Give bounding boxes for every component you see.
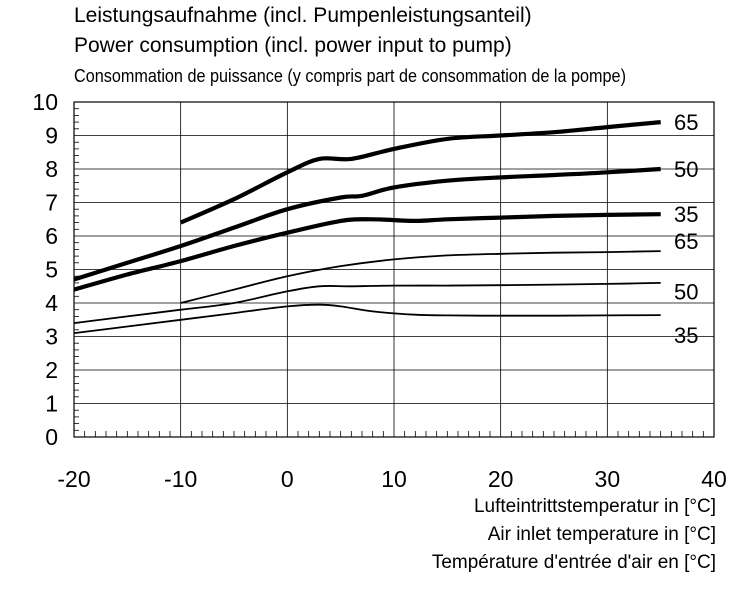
series-label-thin-50: 50 bbox=[674, 279, 698, 304]
series-label-bold-35: 35 bbox=[674, 202, 698, 227]
x-tick-label: -20 bbox=[57, 466, 90, 492]
x-axis-label-de: Lufteintrittstemperatur in [°C] bbox=[473, 496, 716, 517]
y-axis-tick-labels: 0 1 2 3 4 5 6 7 8 9 10 bbox=[32, 89, 58, 450]
chart-title-fr: Consommation de puissance (y compris par… bbox=[74, 66, 626, 86]
y-tick-label: 8 bbox=[45, 156, 58, 182]
y-tick-label: 2 bbox=[45, 357, 58, 383]
series-line-thin-65 bbox=[180, 250, 661, 304]
chart-title-en: Power consumption (incl. power input to … bbox=[74, 34, 512, 57]
x-tick-label: 40 bbox=[701, 466, 727, 492]
chart-title-de: Leistungsaufnahme (incl. Pumpenleistungs… bbox=[74, 4, 532, 27]
x-tick-label: -10 bbox=[164, 466, 197, 492]
series-line-thin-35 bbox=[73, 303, 661, 334]
grid bbox=[73, 101, 715, 438]
y-tick-label: 1 bbox=[45, 391, 58, 417]
plot-frame bbox=[73, 101, 715, 438]
x-tick-label: 0 bbox=[281, 466, 294, 492]
y-tick-label: 0 bbox=[45, 424, 58, 450]
y-tick-label: 4 bbox=[45, 290, 58, 316]
series-label-bold-65: 65 bbox=[674, 110, 698, 135]
series-line-bold-65 bbox=[179, 120, 661, 225]
series-line-bold-50 bbox=[73, 166, 661, 282]
series-line-bold-35 bbox=[73, 212, 661, 292]
y-tick-label: 3 bbox=[45, 324, 58, 350]
series-lines bbox=[73, 120, 661, 334]
series-label-thin-35: 35 bbox=[674, 323, 698, 348]
series-label-thin-65: 65 bbox=[674, 229, 698, 254]
x-axis-label-en: Air inlet temperature in [°C] bbox=[487, 524, 716, 545]
x-tick-label: 20 bbox=[488, 466, 514, 492]
y-tick-label: 5 bbox=[45, 257, 58, 283]
x-tick-label: 30 bbox=[595, 466, 621, 492]
series-line-thin-50 bbox=[73, 282, 661, 324]
y-tick-label: 6 bbox=[45, 223, 58, 249]
y-tick-label: 9 bbox=[45, 123, 58, 149]
x-tick-label: 10 bbox=[381, 466, 407, 492]
series-label-bold-50: 50 bbox=[674, 157, 698, 182]
y-tick-label: 7 bbox=[45, 190, 58, 216]
minor-ticks bbox=[74, 108, 704, 437]
x-axis-tick-labels: -20 -10 0 10 20 30 40 bbox=[57, 466, 726, 492]
y-tick-label: 10 bbox=[32, 89, 58, 115]
x-axis-label-fr: Température d'entrée d'air en [°C] bbox=[431, 552, 716, 573]
